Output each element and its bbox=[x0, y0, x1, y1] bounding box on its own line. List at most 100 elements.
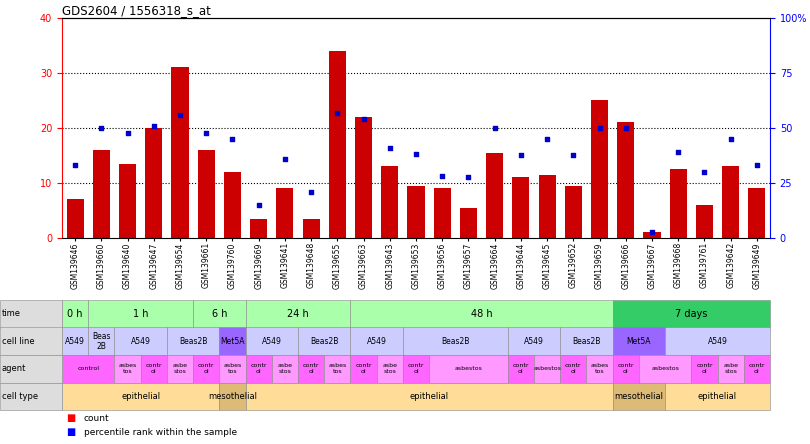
Text: A549: A549 bbox=[708, 337, 727, 346]
Text: asbestos: asbestos bbox=[651, 366, 679, 371]
Text: 7 days: 7 days bbox=[676, 309, 707, 319]
Text: A549: A549 bbox=[367, 337, 386, 346]
Text: agent: agent bbox=[2, 364, 26, 373]
Bar bbox=[145, 128, 162, 238]
Text: asbe
stos: asbe stos bbox=[723, 363, 738, 374]
Text: A549: A549 bbox=[130, 337, 151, 346]
Text: contr
ol: contr ol bbox=[748, 363, 765, 374]
Point bbox=[383, 144, 396, 151]
Point bbox=[514, 152, 527, 159]
Point bbox=[200, 130, 213, 137]
Text: A549: A549 bbox=[262, 337, 282, 346]
Text: mesothelial: mesothelial bbox=[615, 392, 663, 401]
Point bbox=[646, 229, 659, 236]
Text: asbe
stos: asbe stos bbox=[173, 363, 187, 374]
Bar bbox=[486, 153, 503, 238]
Bar bbox=[591, 100, 608, 238]
Text: asbestos: asbestos bbox=[454, 366, 483, 371]
Text: asbes
tos: asbes tos bbox=[328, 363, 347, 374]
Bar bbox=[748, 189, 765, 238]
Bar bbox=[119, 164, 136, 238]
Point bbox=[671, 149, 684, 156]
Point bbox=[330, 109, 343, 116]
Bar bbox=[198, 150, 215, 238]
Bar bbox=[460, 208, 477, 238]
Bar bbox=[276, 189, 293, 238]
Text: 6 h: 6 h bbox=[211, 309, 227, 319]
Text: 1 h: 1 h bbox=[133, 309, 148, 319]
Text: Beas2B: Beas2B bbox=[179, 337, 207, 346]
Point bbox=[95, 124, 108, 131]
Point bbox=[147, 122, 160, 129]
Point bbox=[698, 168, 711, 175]
Text: contr
ol: contr ol bbox=[303, 363, 319, 374]
Text: cell line: cell line bbox=[2, 337, 34, 346]
Bar bbox=[224, 172, 241, 238]
Text: Beas2B: Beas2B bbox=[572, 337, 601, 346]
Text: contr
ol: contr ol bbox=[513, 363, 529, 374]
Text: 0 h: 0 h bbox=[67, 309, 83, 319]
Bar bbox=[250, 219, 267, 238]
Text: Beas
2B: Beas 2B bbox=[92, 332, 111, 351]
Text: contr
ol: contr ol bbox=[198, 363, 215, 374]
Text: Met5A: Met5A bbox=[627, 337, 651, 346]
Text: contr
ol: contr ol bbox=[407, 363, 424, 374]
Point bbox=[121, 130, 134, 137]
Point bbox=[69, 162, 82, 169]
Text: time: time bbox=[2, 309, 20, 318]
Point bbox=[305, 188, 318, 195]
Text: asbe
stos: asbe stos bbox=[277, 363, 292, 374]
Point bbox=[567, 152, 580, 159]
Text: asbes
tos: asbes tos bbox=[590, 363, 608, 374]
Bar bbox=[433, 189, 450, 238]
Text: contr
ol: contr ol bbox=[565, 363, 582, 374]
Text: asbe
stos: asbe stos bbox=[382, 363, 397, 374]
Text: epithelial: epithelial bbox=[122, 392, 160, 401]
Bar bbox=[723, 166, 740, 238]
Text: cell type: cell type bbox=[2, 392, 38, 401]
Text: asbestos: asbestos bbox=[533, 366, 561, 371]
Bar bbox=[617, 123, 634, 238]
Bar bbox=[670, 169, 687, 238]
Text: asbes
tos: asbes tos bbox=[224, 363, 241, 374]
Point bbox=[540, 135, 553, 143]
Text: contr
ol: contr ol bbox=[146, 363, 162, 374]
Text: control: control bbox=[77, 366, 99, 371]
Bar bbox=[329, 51, 346, 238]
Point bbox=[279, 155, 292, 163]
Bar bbox=[513, 178, 530, 238]
Text: count: count bbox=[84, 413, 109, 423]
Bar bbox=[66, 199, 83, 238]
Bar bbox=[355, 117, 372, 238]
Bar bbox=[643, 233, 660, 238]
Bar bbox=[407, 186, 424, 238]
Text: Beas2B: Beas2B bbox=[441, 337, 470, 346]
Text: asbes
tos: asbes tos bbox=[118, 363, 137, 374]
Bar bbox=[696, 205, 713, 238]
Text: 48 h: 48 h bbox=[471, 309, 492, 319]
Text: Met5A: Met5A bbox=[220, 337, 245, 346]
Point bbox=[593, 124, 606, 131]
Point bbox=[462, 174, 475, 181]
Text: epithelial: epithelial bbox=[698, 392, 737, 401]
Bar bbox=[382, 166, 399, 238]
Text: 24 h: 24 h bbox=[287, 309, 309, 319]
Text: A549: A549 bbox=[524, 337, 544, 346]
Bar bbox=[539, 175, 556, 238]
Point bbox=[620, 124, 633, 131]
Point bbox=[173, 111, 186, 119]
Text: ■: ■ bbox=[66, 413, 75, 423]
Point bbox=[750, 162, 763, 169]
Point bbox=[252, 202, 265, 209]
Point bbox=[410, 151, 423, 158]
Point bbox=[226, 135, 239, 143]
Text: contr
ol: contr ol bbox=[356, 363, 372, 374]
Point bbox=[357, 115, 370, 123]
Bar bbox=[565, 186, 582, 238]
Text: percentile rank within the sample: percentile rank within the sample bbox=[84, 428, 237, 436]
Text: mesothelial: mesothelial bbox=[208, 392, 257, 401]
Bar bbox=[172, 67, 189, 238]
Text: contr
ol: contr ol bbox=[250, 363, 267, 374]
Bar bbox=[93, 150, 110, 238]
Point bbox=[488, 124, 501, 131]
